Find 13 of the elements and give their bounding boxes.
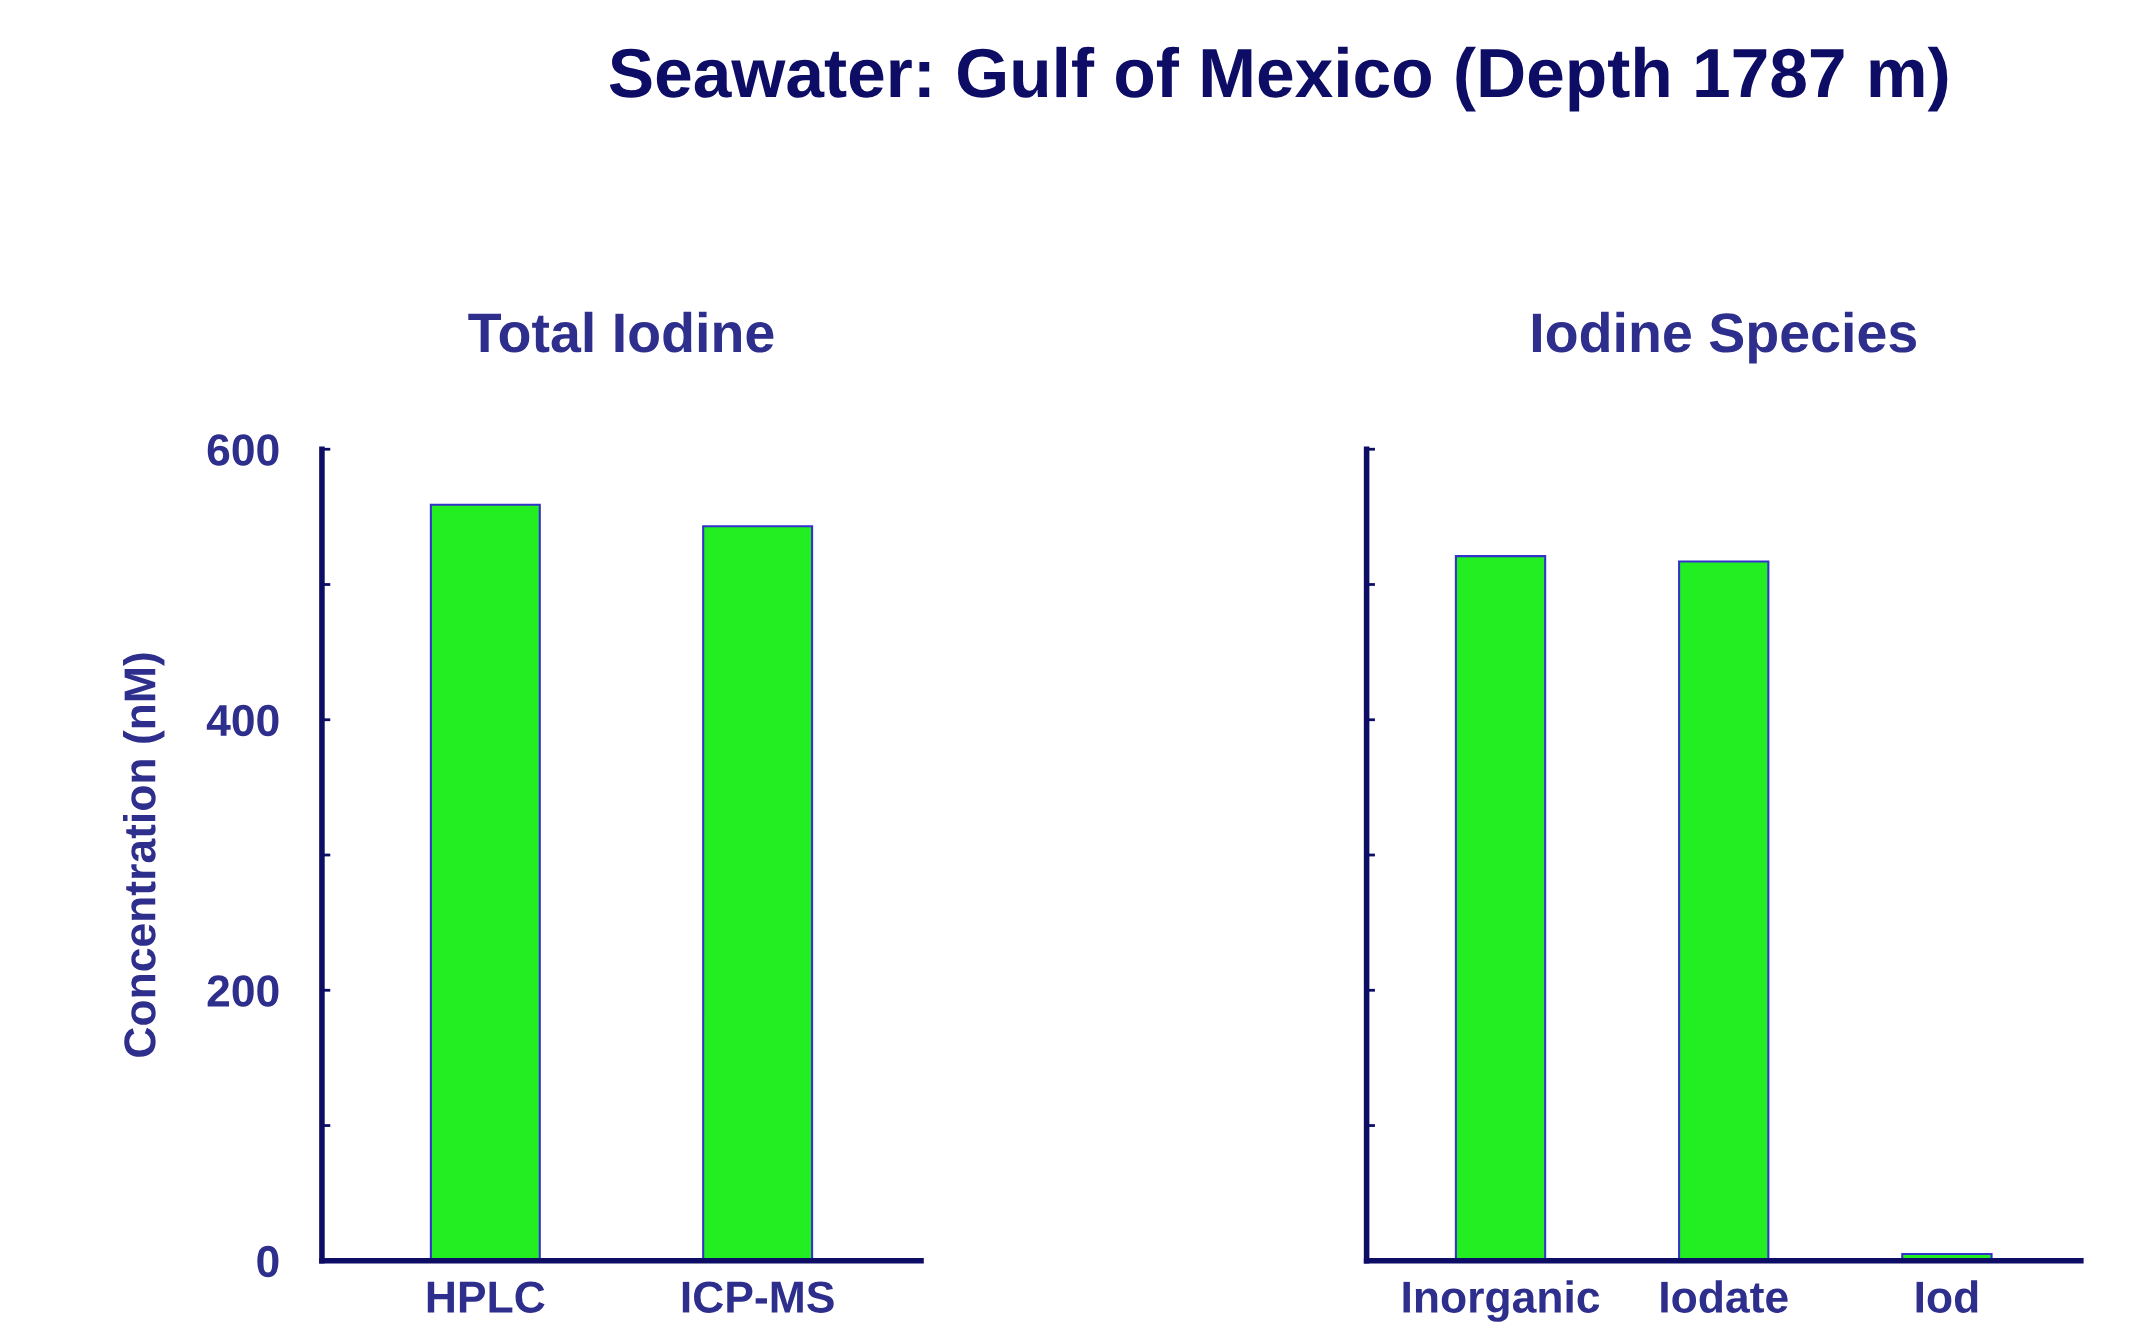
y-tick-label: 200 — [207, 975, 279, 1007]
x-tick-label: ICP-MS — [682, 1281, 834, 1313]
x-tick-label: HPLC — [427, 1281, 545, 1313]
chart-subtitle: Total Iodine — [468, 311, 774, 353]
x-tick-label: Iod — [1916, 1280, 1978, 1313]
x-tick-label: Inorganic — [1403, 1280, 1600, 1322]
x-tick-label: Iodate — [1661, 1280, 1788, 1313]
chart-subtitle: Iodine Species — [1532, 311, 1916, 364]
y-tick-label: 600 — [207, 434, 279, 466]
y-tick-label: 400 — [206, 704, 279, 737]
text: Seawater: Gulf of Mexico (Depth 1787 m) — [609, 46, 1948, 112]
y-tick-label: 0 — [257, 1245, 279, 1278]
y-axis-title: Concentration (nM) — [123, 653, 165, 1057]
